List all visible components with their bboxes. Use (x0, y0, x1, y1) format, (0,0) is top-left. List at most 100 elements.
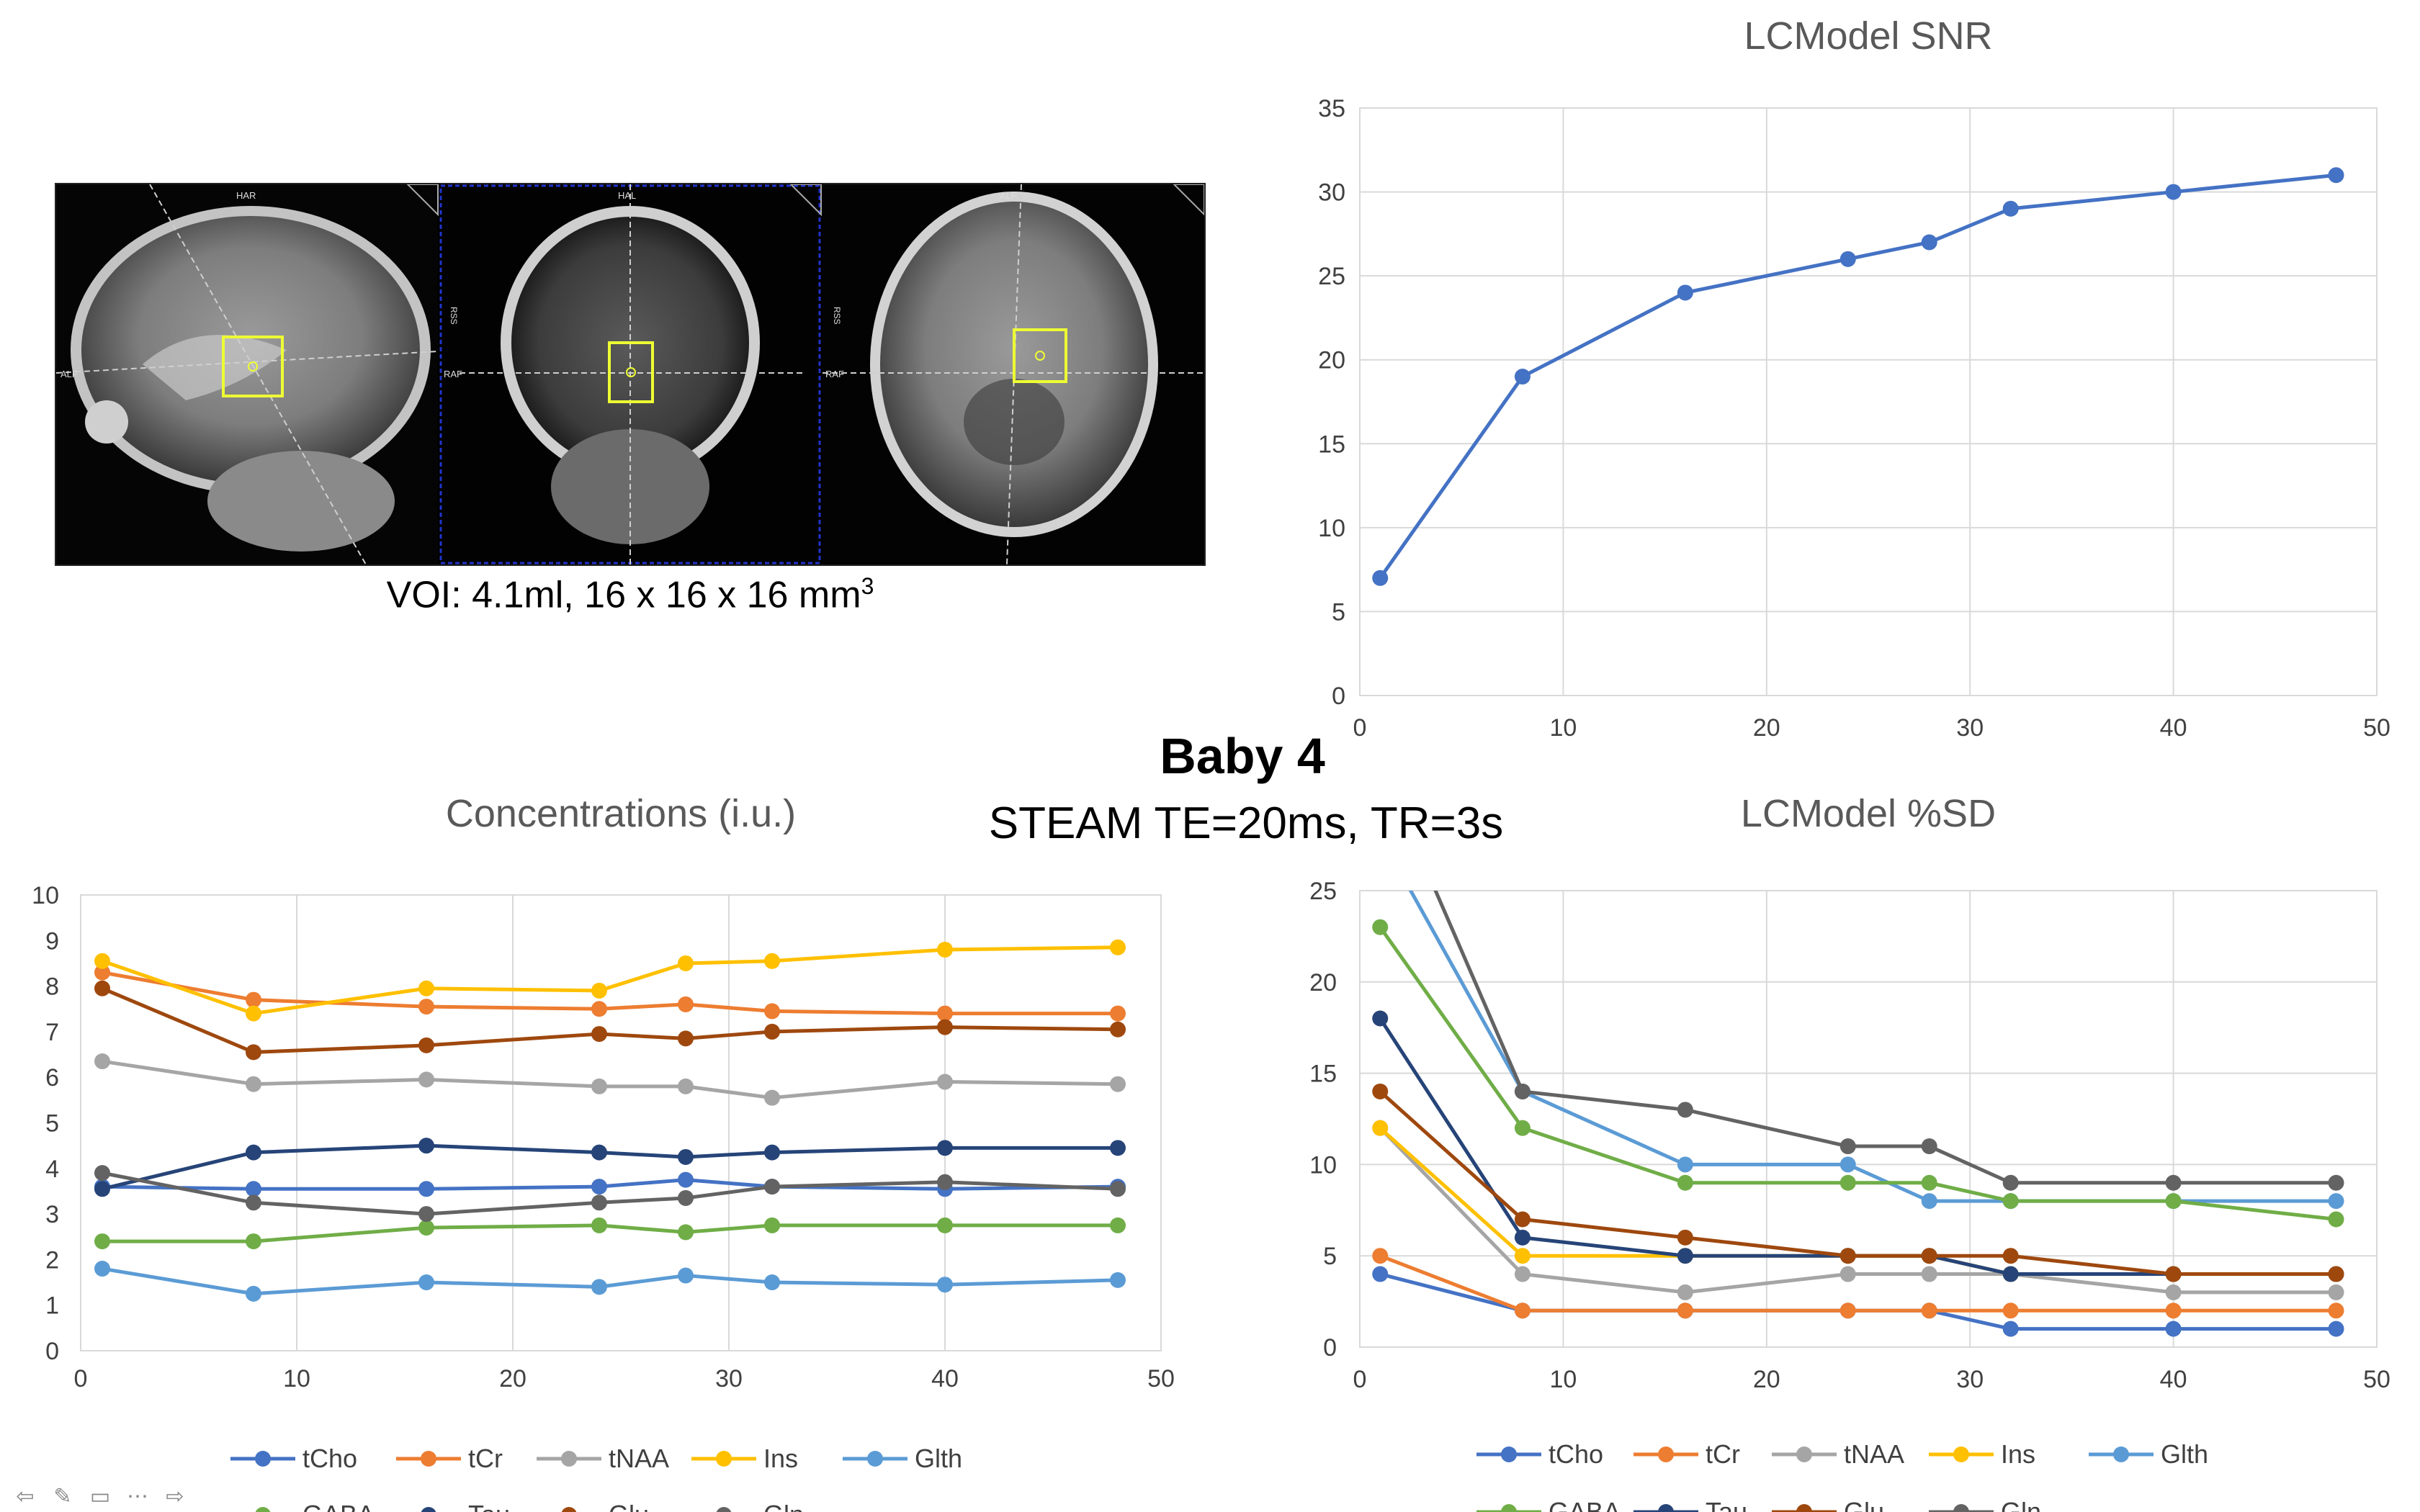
data-point (591, 1194, 607, 1211)
data-point (2165, 1320, 2182, 1337)
legend-marker (1796, 1504, 1812, 1512)
data-point (94, 1053, 110, 1070)
more-icon[interactable]: ⋯ (127, 1485, 148, 1508)
data-point (1921, 1266, 1937, 1282)
legend-item-ins: Ins (1929, 1439, 2035, 1469)
data-point (1677, 1229, 1693, 1246)
y-tick-label: 5 (1332, 598, 1345, 626)
series-line (102, 971, 1118, 1016)
series-glth (94, 1261, 1126, 1302)
data-point (418, 1206, 434, 1223)
y-tick-label: 10 (1309, 1151, 1337, 1179)
data-point (764, 1179, 780, 1195)
data-point (418, 1220, 434, 1236)
mri-image-panel: HAR ALF HAL RAF RSS (55, 183, 1206, 566)
x-tick-label: 0 (1353, 1366, 1367, 1393)
data-point (937, 1074, 953, 1090)
data-point (2328, 1302, 2344, 1319)
chart-title: LCModel %SD (1741, 792, 1996, 835)
legend-marker (421, 1451, 436, 1467)
mri-label-alf: ALF (60, 369, 78, 379)
data-point (418, 1037, 434, 1053)
legend-item-gaba: GABA (1476, 1497, 1621, 1512)
mri-label-alf-axial: ALF (1000, 190, 1017, 201)
data-point (1839, 1302, 1856, 1319)
y-tick-label: 9 (45, 927, 59, 955)
legend-label: Gln (2001, 1497, 2041, 1512)
data-point (2165, 1174, 2182, 1191)
data-point (1110, 1140, 1126, 1156)
series-line (1379, 1090, 2336, 1277)
data-point (1839, 1174, 1856, 1191)
legend-label: Glth (915, 1444, 962, 1473)
y-tick-label: 25 (1318, 263, 1345, 290)
y-tick-label: 8 (45, 973, 59, 1001)
mri-label-rss-coronal: RSS (449, 307, 459, 325)
legend-item-tau: Tau (421, 1500, 510, 1512)
legend-marker (561, 1507, 577, 1512)
data-point (246, 1076, 261, 1092)
y-tick-label: 2 (45, 1246, 59, 1274)
legend-label: tCr (1706, 1439, 1740, 1469)
x-tick-label: 0 (1353, 714, 1367, 742)
data-point (2328, 1174, 2344, 1191)
chart-title: Concentrations (i.u.) (446, 792, 796, 835)
data-point (678, 996, 694, 1012)
data-point (246, 1144, 261, 1161)
pen-icon[interactable]: ✎ (53, 1485, 72, 1508)
data-point (764, 1144, 780, 1161)
legend-item-tcr: tCr (396, 1444, 503, 1473)
legend-label: tNAA (609, 1444, 669, 1473)
data-point (1372, 1266, 1389, 1282)
data-point (2328, 1266, 2344, 1282)
data-point (1372, 1120, 1389, 1136)
series-line (1379, 173, 2336, 580)
series-tcr (94, 964, 1126, 1022)
data-point (764, 1274, 780, 1291)
legend-item-tnaa: tNAA (537, 1444, 669, 1473)
series-gln (1433, 891, 2344, 1191)
data-point (591, 1001, 607, 1017)
x-tick-label: 50 (2363, 714, 2390, 742)
legend-marker (1658, 1504, 1674, 1512)
data-point (1372, 570, 1389, 586)
x-tick-label: 10 (283, 1365, 310, 1392)
subtitles-icon[interactable]: ▭ (89, 1485, 111, 1508)
y-tick-label: 1 (45, 1292, 59, 1320)
data-point (2002, 1302, 2019, 1319)
y-tick-label: 10 (1318, 515, 1345, 542)
data-point (246, 1233, 261, 1250)
y-tick-label: 0 (1332, 683, 1345, 710)
legend-item-ins: Ins (691, 1444, 798, 1473)
x-tick-label: 20 (1753, 1366, 1780, 1393)
forward-arrow-icon[interactable]: ⇨ (166, 1485, 184, 1508)
data-point (246, 1044, 261, 1061)
back-arrow-icon[interactable]: ⇦ (16, 1485, 35, 1508)
series-snr (1372, 167, 2344, 586)
data-point (2002, 1248, 2019, 1264)
legend-label: Glu (609, 1500, 649, 1512)
legend-item-tnaa: tNAA (1772, 1439, 1904, 1469)
y-tick-label: 4 (45, 1156, 59, 1183)
data-point (1839, 1138, 1856, 1155)
legend-label: Ins (2001, 1439, 2035, 1469)
legend-marker (255, 1507, 271, 1512)
series-line (1379, 1272, 2336, 1331)
legend-item-glu: Glu (561, 1500, 649, 1512)
y-tick-label: 35 (1318, 95, 1345, 122)
data-point (764, 1003, 780, 1020)
voi-caption: VOI: 4.1ml, 16 x 16 x 16 mm3 (55, 573, 1206, 616)
legend-marker (716, 1451, 732, 1467)
x-tick-label: 40 (931, 1365, 959, 1392)
legend-item-gln: Gln (1929, 1497, 2041, 1512)
mri-label-har: HAR (236, 190, 256, 201)
data-point (678, 1078, 694, 1094)
page-title: Baby 4 (1160, 728, 1325, 784)
data-point (678, 1189, 694, 1206)
data-point (94, 1181, 110, 1197)
legend-label: GABA (302, 1500, 375, 1512)
data-point (2328, 1320, 2344, 1337)
legend-label: Ins (763, 1444, 798, 1473)
data-point (678, 955, 694, 971)
data-point (1921, 1174, 1937, 1191)
